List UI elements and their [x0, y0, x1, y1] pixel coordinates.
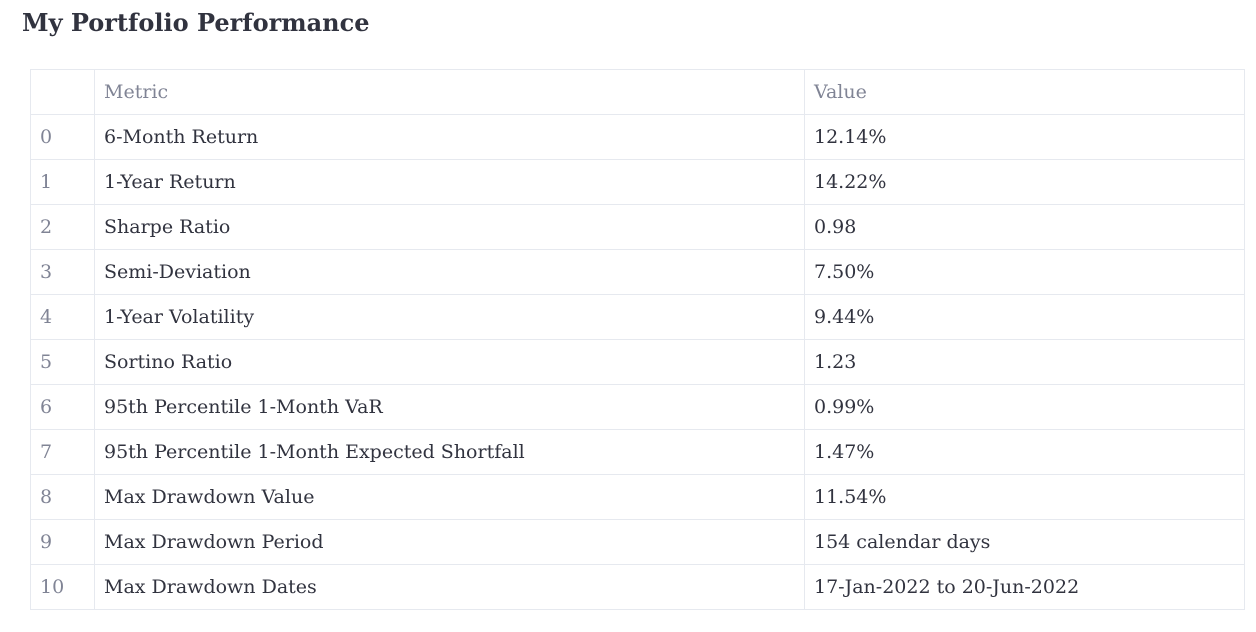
- table-row: 9 Max Drawdown Period 154 calendar days: [30, 519, 1245, 565]
- metric-cell: 1-Year Return: [94, 159, 805, 205]
- metric-cell: Semi-Deviation: [94, 249, 805, 295]
- table-row: 0 6-Month Return 12.14%: [30, 114, 1245, 160]
- row-index: 3: [30, 249, 95, 295]
- value-cell: 1.23: [804, 339, 1245, 385]
- page-title: My Portfolio Performance: [22, 8, 370, 37]
- row-index: 10: [30, 564, 95, 610]
- table-row: 2 Sharpe Ratio 0.98: [30, 204, 1245, 250]
- row-index: 5: [30, 339, 95, 385]
- value-cell: 14.22%: [804, 159, 1245, 205]
- metrics-table: Metric Value 0 6-Month Return 12.14% 1 1…: [30, 69, 1245, 610]
- metric-cell: Max Drawdown Value: [94, 474, 805, 520]
- index-column-header: [30, 69, 95, 115]
- metric-cell: 1-Year Volatility: [94, 294, 805, 340]
- table-row: 3 Semi-Deviation 7.50%: [30, 249, 1245, 295]
- header-row: Metric Value: [30, 69, 1245, 115]
- table-row: 7 95th Percentile 1-Month Expected Short…: [30, 429, 1245, 475]
- row-index: 0: [30, 114, 95, 160]
- row-index: 7: [30, 429, 95, 475]
- value-cell: 154 calendar days: [804, 519, 1245, 565]
- metrics-table-container[interactable]: Metric Value 0 6-Month Return 12.14% 1 1…: [30, 69, 1245, 610]
- value-cell: 17-Jan-2022 to 20-Jun-2022: [804, 564, 1245, 610]
- value-column-header[interactable]: Value: [804, 69, 1245, 115]
- row-index: 2: [30, 204, 95, 250]
- metric-cell: 95th Percentile 1-Month Expected Shortfa…: [94, 429, 805, 475]
- table-row: 1 1-Year Return 14.22%: [30, 159, 1245, 205]
- value-cell: 7.50%: [804, 249, 1245, 295]
- row-index: 6: [30, 384, 95, 430]
- metric-cell: 95th Percentile 1-Month VaR: [94, 384, 805, 430]
- value-cell: 0.99%: [804, 384, 1245, 430]
- table-header: Metric Value: [30, 69, 1245, 115]
- metric-cell: Max Drawdown Dates: [94, 564, 805, 610]
- table-body: 0 6-Month Return 12.14% 1 1-Year Return …: [30, 114, 1245, 610]
- row-index: 9: [30, 519, 95, 565]
- value-cell: 1.47%: [804, 429, 1245, 475]
- value-cell: 11.54%: [804, 474, 1245, 520]
- metric-column-header[interactable]: Metric: [94, 69, 805, 115]
- row-index: 8: [30, 474, 95, 520]
- metric-cell: Sortino Ratio: [94, 339, 805, 385]
- table-row: 6 95th Percentile 1-Month VaR 0.99%: [30, 384, 1245, 430]
- table-row: 5 Sortino Ratio 1.23: [30, 339, 1245, 385]
- metric-cell: 6-Month Return: [94, 114, 805, 160]
- table-row: 4 1-Year Volatility 9.44%: [30, 294, 1245, 340]
- metric-cell: Max Drawdown Period: [94, 519, 805, 565]
- value-cell: 0.98: [804, 204, 1245, 250]
- table-row: 10 Max Drawdown Dates 17-Jan-2022 to 20-…: [30, 564, 1245, 610]
- value-cell: 12.14%: [804, 114, 1245, 160]
- table-row: 8 Max Drawdown Value 11.54%: [30, 474, 1245, 520]
- row-index: 1: [30, 159, 95, 205]
- value-cell: 9.44%: [804, 294, 1245, 340]
- row-index: 4: [30, 294, 95, 340]
- metric-cell: Sharpe Ratio: [94, 204, 805, 250]
